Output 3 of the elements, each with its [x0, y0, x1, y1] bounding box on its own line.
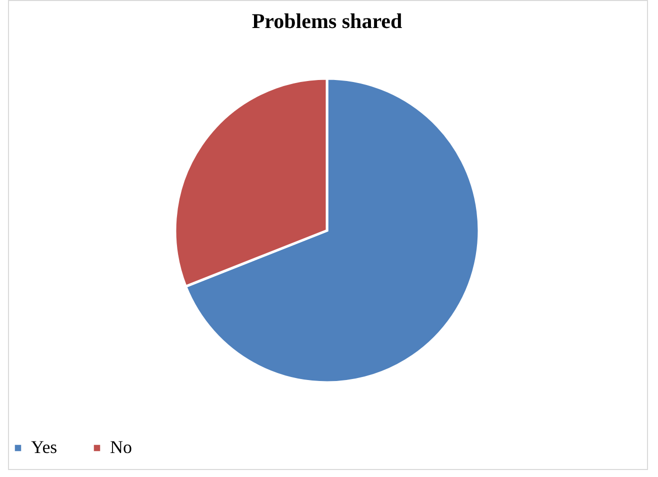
legend-label: No: [110, 437, 132, 457]
legend-label: Yes: [31, 437, 58, 457]
chart-title: Problems shared: [252, 9, 402, 33]
